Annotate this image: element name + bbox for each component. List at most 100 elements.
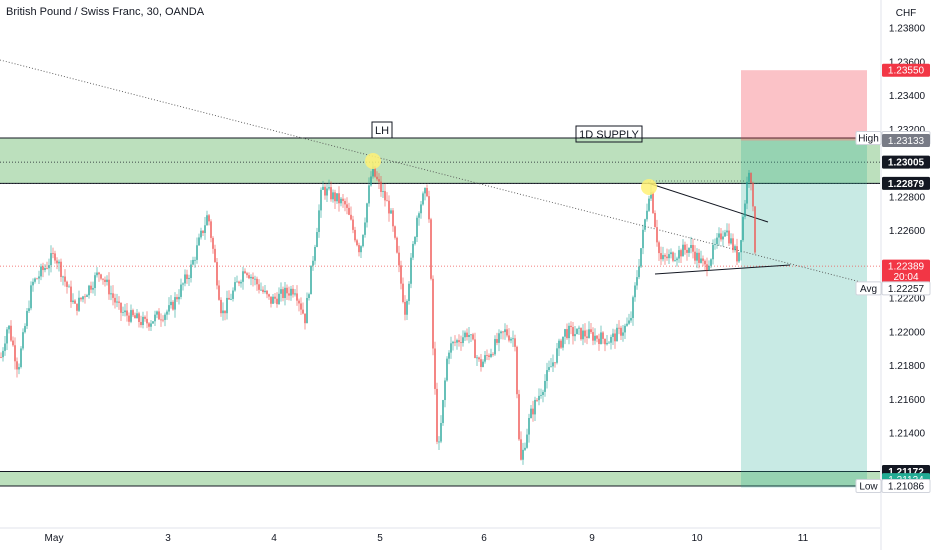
candle-body — [136, 313, 138, 319]
candle-body — [222, 310, 224, 314]
candle — [356, 238, 358, 247]
candle-body — [422, 193, 424, 205]
candle — [22, 328, 24, 351]
candle — [602, 331, 604, 344]
candle-body — [204, 225, 206, 234]
candle — [420, 201, 422, 219]
candle-body — [724, 232, 726, 237]
candle-body — [710, 259, 712, 266]
currency-label: CHF — [896, 8, 917, 19]
candle-body — [452, 341, 454, 344]
candle-body — [386, 200, 388, 202]
position-box[interactable] — [741, 70, 867, 488]
candle — [130, 304, 132, 324]
candle-body — [620, 327, 622, 336]
candle — [674, 252, 676, 262]
candle — [236, 275, 238, 283]
candle-body — [576, 328, 578, 335]
candle-body — [142, 316, 144, 326]
candle — [566, 323, 568, 340]
candle-body — [574, 334, 576, 337]
level1-price-label: 1.23005 — [882, 155, 930, 169]
entry-label-bg — [882, 134, 930, 148]
candle-body — [552, 362, 554, 367]
candle — [148, 321, 150, 331]
candle-body — [614, 333, 616, 342]
candle-body — [30, 285, 32, 309]
candle — [334, 189, 336, 210]
candle-body — [194, 259, 196, 261]
candle-body — [700, 258, 702, 263]
candle-body — [198, 237, 200, 246]
candle — [752, 181, 754, 212]
candle-body — [636, 277, 638, 286]
candle-body — [656, 227, 658, 243]
candle-body — [692, 245, 694, 252]
candle-body — [672, 252, 674, 261]
candle-body — [326, 188, 328, 196]
candle — [654, 210, 656, 228]
candle-body — [598, 338, 600, 344]
candle — [120, 302, 122, 321]
candle — [408, 281, 410, 305]
candle-body — [448, 352, 450, 359]
candle-body — [434, 348, 436, 389]
candle-body — [730, 238, 732, 244]
supply-label-box — [575, 125, 643, 143]
candle — [228, 290, 230, 300]
candle-body — [82, 296, 84, 300]
candle — [14, 337, 16, 370]
candle — [282, 286, 284, 302]
candle — [314, 244, 316, 265]
candle-body — [78, 297, 80, 311]
candle-body — [228, 297, 230, 300]
candle — [24, 323, 26, 334]
candle — [634, 282, 636, 302]
candle-body — [544, 380, 546, 392]
candle — [492, 352, 494, 357]
time-axis[interactable]: May 3 4 5 6 9 10 11 — [0, 527, 880, 544]
candle-body — [388, 200, 390, 214]
candle — [318, 204, 320, 238]
candle — [518, 389, 520, 441]
candle-body — [668, 254, 670, 259]
candle — [628, 313, 630, 325]
candle-body — [726, 230, 728, 233]
candle-body — [300, 303, 302, 310]
candle-body — [530, 408, 532, 418]
candle-body — [294, 293, 296, 295]
candle-body — [20, 348, 22, 368]
price-tick: 1.23200 — [889, 125, 926, 136]
candle-body — [162, 319, 164, 321]
candle-body — [218, 285, 220, 300]
candle-body — [490, 353, 492, 357]
candle — [126, 303, 128, 322]
candle-body — [720, 233, 722, 240]
candle — [454, 335, 456, 347]
candle — [636, 270, 638, 290]
candle — [92, 281, 94, 294]
candle — [556, 342, 558, 365]
candle-body — [366, 203, 368, 223]
candle — [698, 248, 700, 269]
candle-body — [456, 340, 458, 343]
time-tick: 10 — [691, 533, 703, 544]
candle — [392, 208, 394, 232]
candle-body — [178, 296, 180, 300]
demand-zone — [0, 471, 880, 486]
candle — [708, 260, 710, 272]
candle — [666, 248, 668, 261]
candle — [588, 321, 590, 339]
candle — [208, 213, 210, 226]
candle-body — [14, 345, 16, 362]
low-label-bg — [881, 478, 931, 493]
candle — [240, 279, 242, 288]
candle — [442, 399, 444, 426]
candle-body — [378, 179, 380, 182]
candle-body — [172, 301, 174, 310]
last-label-sub: 20:04 — [893, 272, 918, 283]
candle — [232, 287, 234, 302]
candle — [604, 338, 606, 352]
